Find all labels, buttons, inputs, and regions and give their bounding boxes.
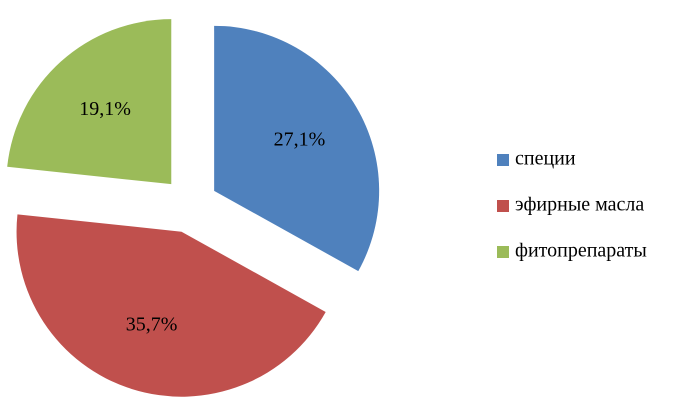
legend-swatch bbox=[497, 200, 509, 212]
legend-label: специи bbox=[515, 148, 576, 170]
legend-swatch bbox=[497, 154, 509, 166]
legend-swatch bbox=[497, 246, 509, 258]
pie-slice bbox=[16, 214, 326, 397]
legend-label: фитопрепараты bbox=[515, 240, 647, 262]
pie-slice bbox=[214, 25, 380, 272]
data-label: 35,7% bbox=[126, 314, 178, 336]
pie-slice bbox=[7, 19, 172, 185]
legend-label: эфирные масла bbox=[515, 194, 644, 216]
data-label: 19,1% bbox=[79, 98, 131, 120]
data-label: 27,1% bbox=[274, 128, 326, 150]
